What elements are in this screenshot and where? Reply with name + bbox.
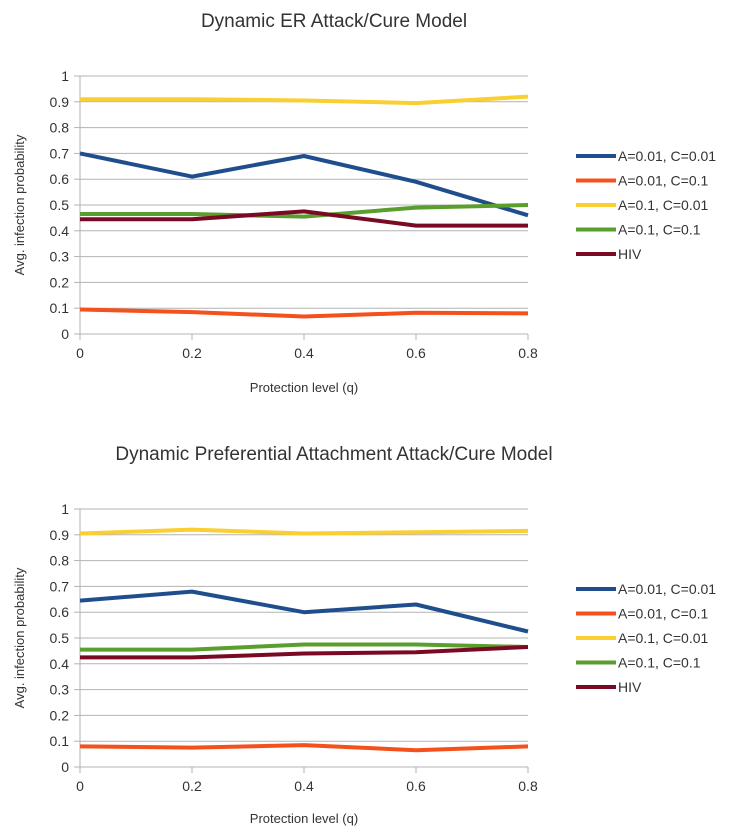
legend-label: A=0.01, C=0.01 [618,148,716,164]
y-tick-label: 0.2 [50,707,70,723]
legend-label: A=0.1, C=0.01 [618,630,709,646]
y-tick-label: 0.2 [50,274,70,290]
x-tick-label: 0.4 [294,345,314,361]
y-tick-label: 0.9 [50,527,70,543]
y-tick-label: 0 [61,759,69,775]
series-line-a-0-01-c-0-01 [79,589,529,634]
x-tick-label: 0.8 [518,345,538,361]
y-tick-label: 0 [61,326,69,342]
y-tick-label: 0.3 [50,249,70,265]
legend-label: A=0.1, C=0.1 [618,222,701,238]
y-tick-label: 0.5 [50,630,70,646]
x-axis-label: Protection level (q) [250,811,358,826]
y-tick-label: 0.1 [50,300,70,316]
y-tick-label: 1 [61,501,69,517]
series-line-hiv [80,645,529,660]
chart-1: Dynamic ER Attack/Cure Model 0 0.1 0.2 0.3 0.… [12,11,716,395]
series-line-a-0-1-c-0-01 [79,527,529,536]
chart-title: Dynamic ER Attack/Cure Model [201,11,467,32]
x-tick-label: 0.2 [182,345,202,361]
x-tick-label: 0.6 [406,778,426,794]
legend-label: A=0.01, C=0.01 [618,581,716,597]
x-tick-label: 0.4 [294,778,314,794]
y-tick-label: 0.7 [50,578,70,594]
y-tick-label: 0.6 [50,604,70,620]
x-tick-label: 0.2 [182,778,202,794]
legend-label: A=0.01, C=0.1 [618,173,709,189]
legend: A=0.01, C=0.01 A=0.01, C=0.1 A=0.1, C=0.01… [576,148,716,262]
y-tick-label: 0.7 [50,145,70,161]
y-axis-label: Avg. infection probability [12,567,27,708]
series-line-a-0-1-c-0-01 [80,94,529,106]
chart-title: Dynamic Preferential Attachment Attack/C… [115,444,552,465]
legend-label: A=0.1, C=0.01 [618,197,709,213]
x-tick-label: 0.6 [406,345,426,361]
y-tick-label: 0.4 [50,656,70,672]
y-axis-label: Avg. infection probability [12,134,27,275]
y-tick-label: 0.5 [50,197,70,213]
legend-label: HIV [618,679,642,695]
y-tick-label: 1 [61,68,69,84]
y-tick-label: 0.3 [50,682,70,698]
y-tick-label: 0.8 [50,553,70,569]
legend: A=0.01, C=0.01 A=0.01, C=0.1 A=0.1, C=0.01… [576,581,716,695]
y-tick-label: 0.1 [50,733,70,749]
y-tick-label: 0.4 [50,223,70,239]
series-line-a-0-01-c-0-1 [79,743,529,753]
series-line-a-0-1-c-0-1 [80,203,529,219]
y-tick-label: 0.9 [50,94,70,110]
x-tick-label: 0 [76,778,84,794]
x-tick-label: 0.8 [518,778,538,794]
x-axis-label: Protection level (q) [250,380,358,395]
series-line-a-0-01-c-0-01 [79,151,529,218]
legend-label: HIV [618,246,642,262]
legend-label: A=0.1, C=0.1 [618,655,701,671]
series-line-hiv [80,209,528,228]
y-tick-label: 0.8 [50,120,70,136]
legend-label: A=0.01, C=0.1 [618,606,709,622]
x-tick-label: 0 [76,345,84,361]
chart-2: Dynamic Preferential Attachment Attack/C… [12,444,716,826]
series-line-a-0-01-c-0-1 [79,307,529,319]
series-line-a-0-1-c-0-1 [80,642,529,652]
y-tick-label: 0.6 [50,171,70,187]
